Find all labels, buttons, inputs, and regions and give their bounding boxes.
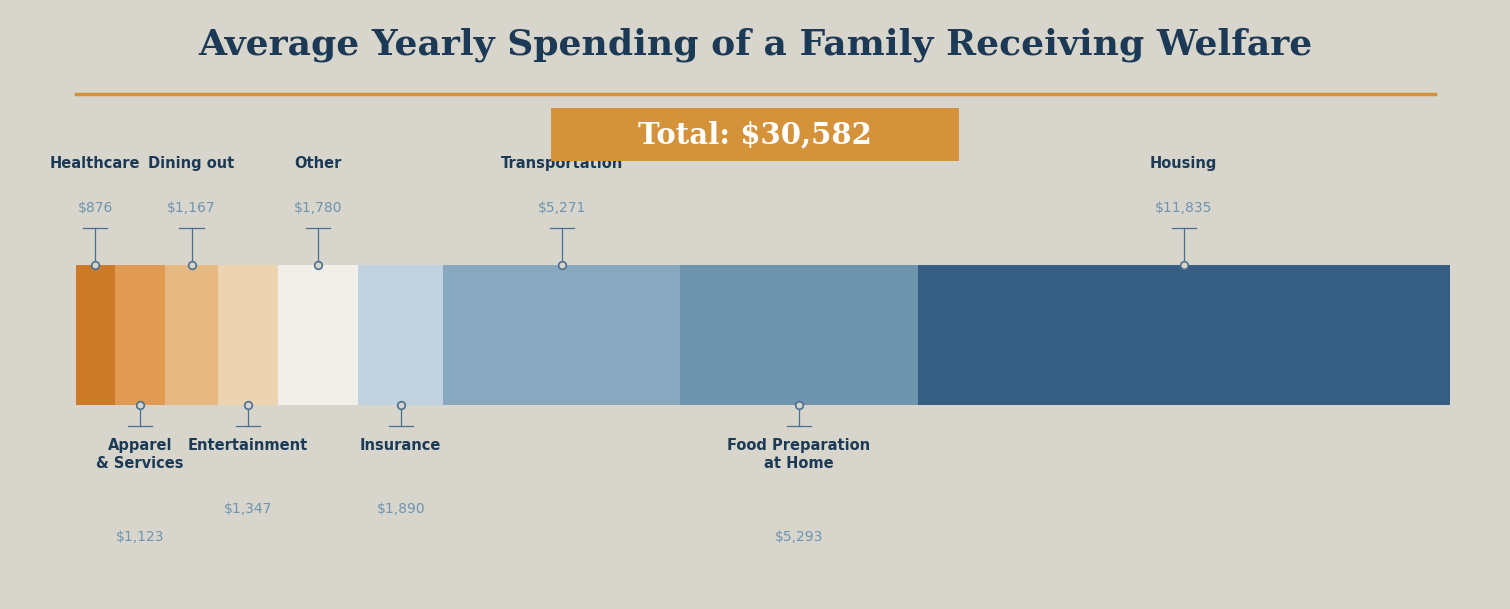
Text: $1,167: $1,167: [168, 201, 216, 215]
Bar: [918, 265, 1450, 405]
Bar: [165, 265, 217, 405]
Text: Healthcare: Healthcare: [50, 155, 140, 171]
Bar: [76, 265, 115, 405]
Text: Total: $30,582: Total: $30,582: [639, 120, 871, 149]
Text: Apparel
& Services: Apparel & Services: [97, 438, 184, 471]
FancyBboxPatch shape: [551, 108, 959, 161]
Text: Insurance: Insurance: [359, 438, 441, 454]
Text: Transportation: Transportation: [500, 155, 622, 171]
Text: Food Preparation
at Home: Food Preparation at Home: [728, 438, 870, 471]
Text: $1,890: $1,890: [376, 502, 424, 516]
Text: $5,293: $5,293: [775, 530, 823, 544]
Text: Average Yearly Spending of a Family Receiving Welfare: Average Yearly Spending of a Family Rece…: [198, 27, 1312, 62]
Bar: [278, 265, 358, 405]
Text: Dining out: Dining out: [148, 155, 234, 171]
Text: $876: $876: [77, 201, 113, 215]
Text: $1,347: $1,347: [223, 502, 272, 516]
Bar: [442, 265, 680, 405]
Text: $1,780: $1,780: [294, 201, 343, 215]
Text: Housing: Housing: [1151, 155, 1217, 171]
Text: $5,271: $5,271: [538, 201, 586, 215]
Text: Other: Other: [294, 155, 341, 171]
Bar: [217, 265, 278, 405]
Text: Entertainment: Entertainment: [187, 438, 308, 454]
Bar: [680, 265, 918, 405]
Bar: [358, 265, 442, 405]
Text: $11,835: $11,835: [1155, 201, 1213, 215]
Bar: [115, 265, 165, 405]
Text: $1,123: $1,123: [116, 530, 165, 544]
